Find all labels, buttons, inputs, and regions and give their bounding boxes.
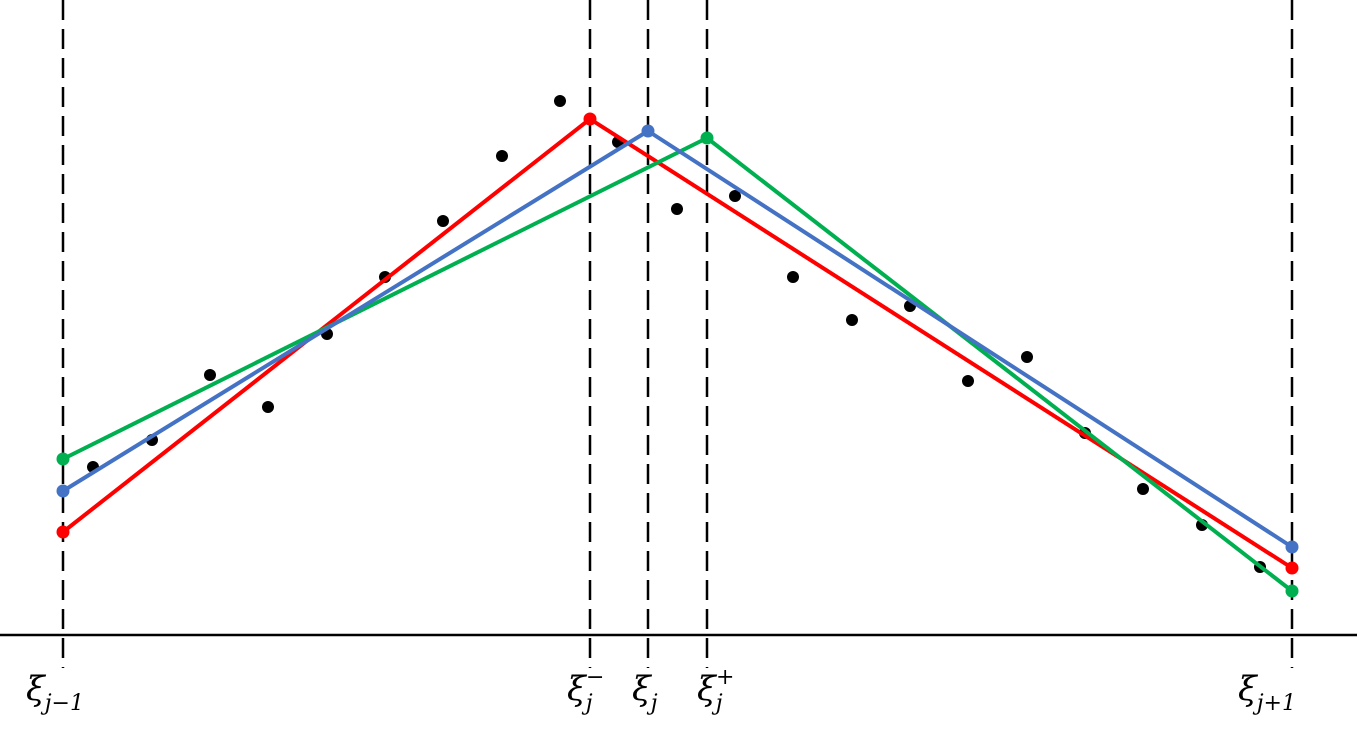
- red-node: [583, 112, 597, 126]
- data-point: [729, 190, 741, 202]
- data-point: [1021, 351, 1033, 363]
- red-hat-line: [61, 117, 1294, 570]
- label-xi-j-plus-sup: +: [716, 665, 734, 690]
- data-point: [787, 271, 799, 283]
- blue-node: [641, 124, 655, 138]
- data-point: [962, 375, 974, 387]
- label-xi-j-minus-sup: −: [586, 665, 604, 690]
- green-hat-curve: [56, 131, 1299, 598]
- label-xi-j: ξj: [632, 669, 658, 716]
- blue-hat-curve: [56, 124, 1299, 554]
- data-point: [204, 369, 216, 381]
- knot-labels: ξj−1 ξj − ξj ξj + ξj+1: [26, 665, 1296, 716]
- red-node: [1285, 561, 1299, 575]
- data-point: [262, 401, 274, 413]
- green-node: [56, 452, 70, 466]
- data-point: [554, 95, 566, 107]
- label-xi-j-minus-1: ξj−1: [26, 669, 84, 716]
- data-point: [496, 150, 508, 162]
- data-point: [1137, 483, 1149, 495]
- green-node: [700, 131, 714, 145]
- label-xi-j-plus-1: ξj+1: [1238, 669, 1296, 716]
- red-hat-curve: [56, 112, 1299, 575]
- data-points: [87, 95, 1266, 573]
- green-node: [1285, 584, 1299, 598]
- red-node: [56, 525, 70, 539]
- knot-guides: [61, 0, 1294, 668]
- blue-node: [1285, 540, 1299, 554]
- blue-node: [56, 484, 70, 498]
- blue-hat-line: [61, 129, 1294, 549]
- data-point: [437, 215, 449, 227]
- data-point: [846, 314, 858, 326]
- data-point: [671, 203, 683, 215]
